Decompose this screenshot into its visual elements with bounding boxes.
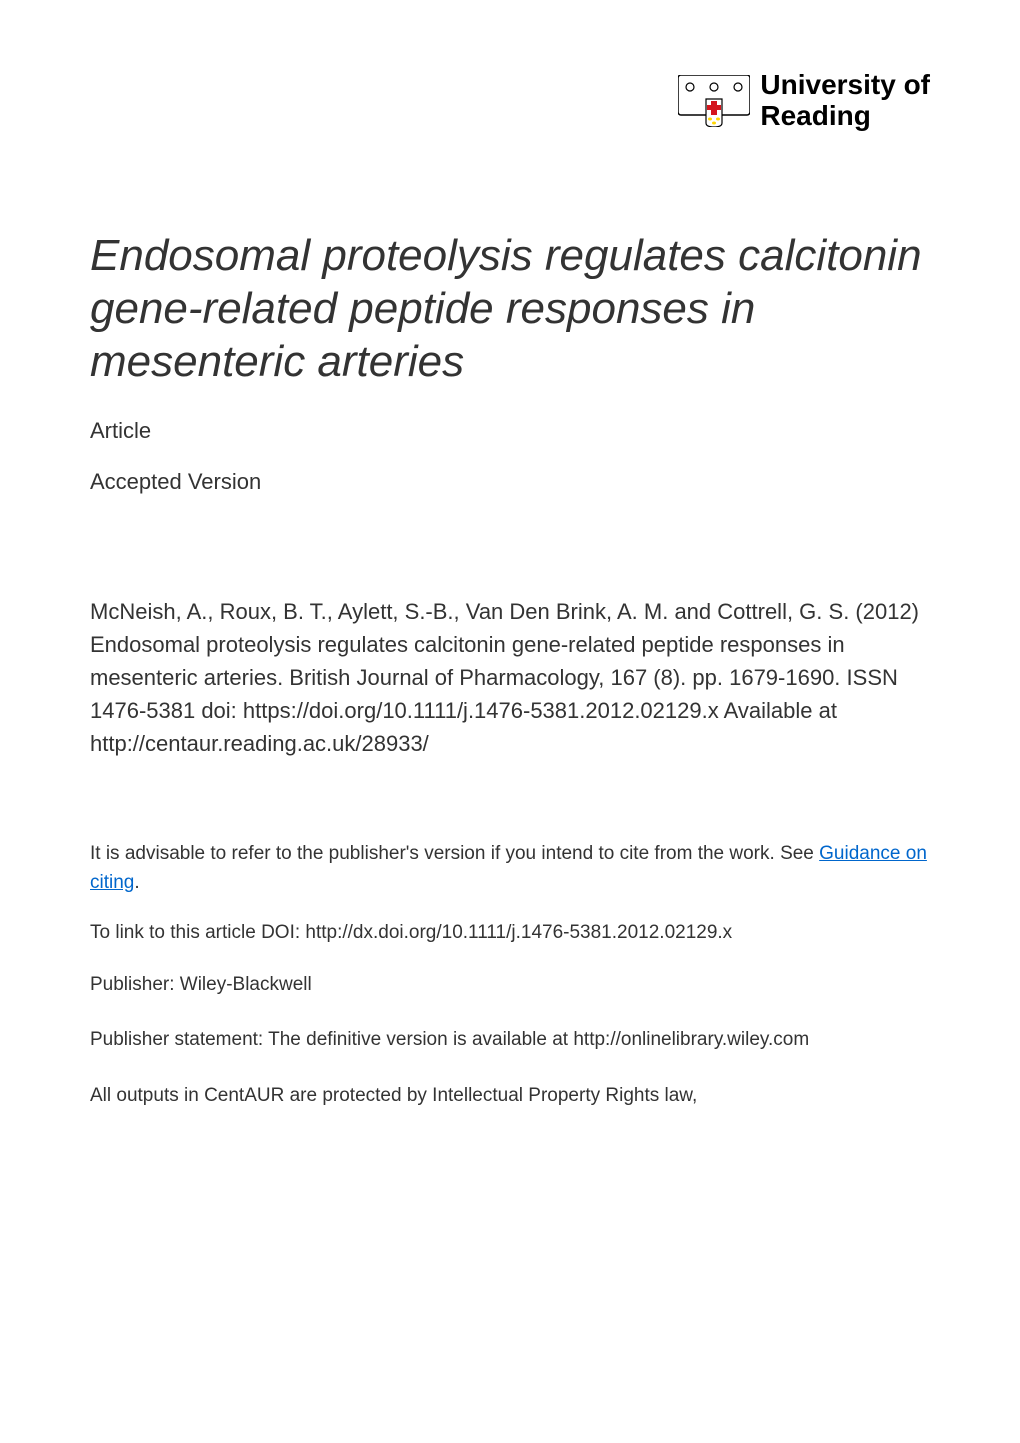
advisory-text: It is advisable to refer to the publishe… bbox=[90, 840, 930, 897]
paper-title: Endosomal proteolysis regulates calciton… bbox=[90, 230, 930, 388]
advisory-suffix: . bbox=[134, 872, 139, 893]
citation-text: McNeish, A., Roux, B. T., Aylett, S.-B.,… bbox=[90, 595, 930, 760]
advisory-prefix: It is advisable to refer to the publishe… bbox=[90, 843, 819, 864]
institution-name: University of Reading bbox=[760, 70, 930, 132]
version-label: Accepted Version bbox=[90, 469, 930, 495]
doi-link-text: To link to this article DOI: http://dx.d… bbox=[90, 922, 930, 944]
institution-logo: University of Reading bbox=[678, 70, 930, 132]
institution-name-line2: Reading bbox=[760, 101, 930, 132]
article-type-label: Article bbox=[90, 418, 930, 444]
outputs-text: All outputs in CentAUR are protected by … bbox=[90, 1085, 930, 1107]
publisher-text: Publisher: Wiley-Blackwell bbox=[90, 974, 930, 996]
institution-name-line1: University of bbox=[760, 70, 930, 101]
shield-icon bbox=[678, 75, 750, 127]
publisher-statement: Publisher statement: The definitive vers… bbox=[90, 1026, 930, 1055]
